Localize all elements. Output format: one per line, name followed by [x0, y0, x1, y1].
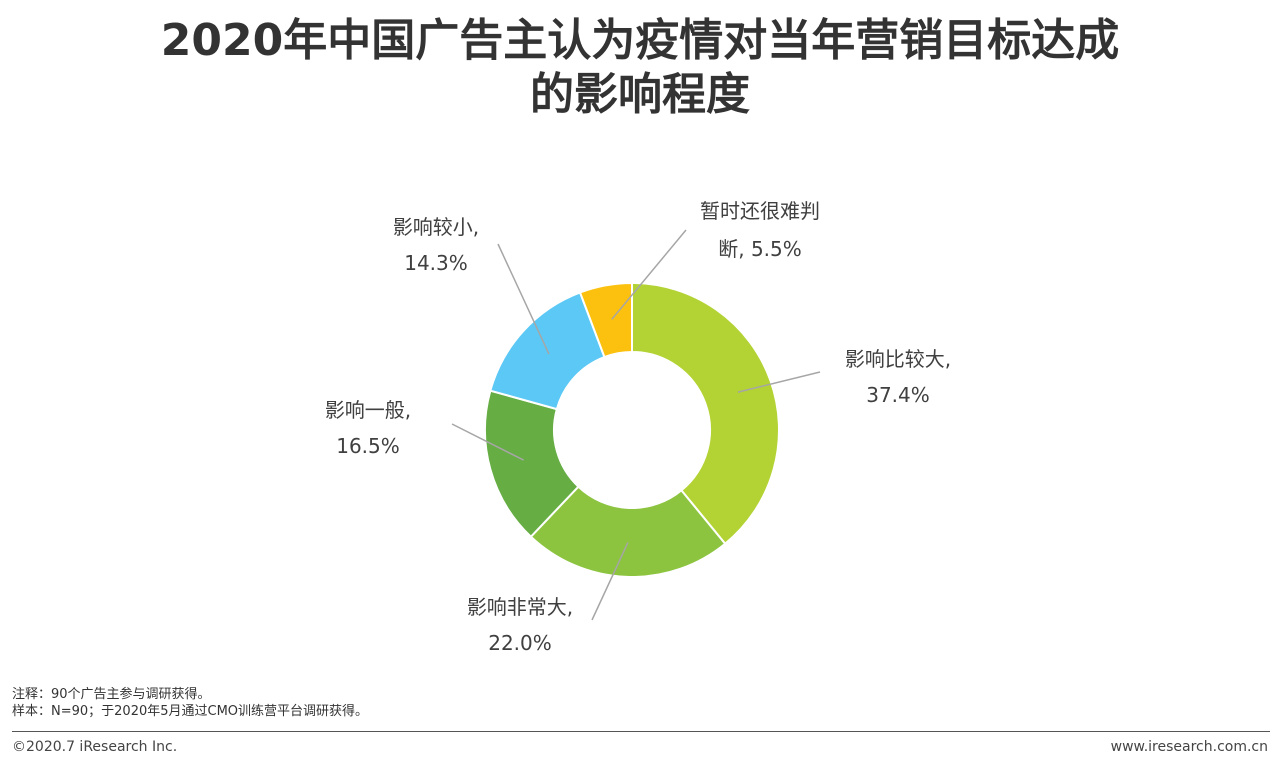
page-title: 2020年中国广告主认为疫情对当年营销目标达成 的影响程度 [0, 14, 1280, 122]
slice-label-2-line-2: 22.0% [488, 631, 552, 655]
footer-divider [12, 731, 1270, 732]
page-title-line-1: 2020年中国广告主认为疫情对当年营销目标达成 [160, 15, 1120, 66]
leader-line-3 [451, 423, 524, 461]
page-title-line-2: 的影响程度 [530, 69, 750, 120]
leader-lines [451, 229, 821, 621]
slice-labels: 影响比较大, 37.4% 影响非常大, 22.0% 影响一般, 16.5% 影响较小, 14.… [325, 199, 951, 655]
slice-label-4-line-1: 影响较小, [393, 215, 479, 239]
slice-5 [578, 281, 633, 359]
slice-2 [529, 485, 727, 578]
note-text: 注释：90个广告主参与调研获得。 [12, 687, 211, 702]
donut-chart: 影响比较大, 37.4% 影响非常大, 22.0% 影响一般, 16.5% 影响较小, 14.… [325, 199, 951, 655]
slice-label-5-line-2: 断, 5.5% [718, 237, 802, 261]
footer-copyright: ©2020.7 iResearch Inc. [12, 739, 178, 755]
slice-1 [631, 281, 781, 546]
footer-website[interactable]: www.iresearch.com.cn [1110, 739, 1268, 755]
sample-text: 样本：N=90；于2020年5月通过CMO训练营平台调研获得。 [12, 704, 369, 719]
slice-label-1-line-1: 影响比较大, [845, 347, 951, 371]
slice-label-5-line-1: 暂时还很难判 [700, 199, 820, 223]
leader-line-2 [591, 542, 629, 621]
donut-slices [484, 281, 781, 578]
notes: 注释：90个广告主参与调研获得。 样本：N=90；于2020年5月通过CMO训练… [12, 686, 368, 720]
slice-label-3-line-1: 影响一般, [325, 398, 411, 422]
leader-line-5 [611, 229, 687, 320]
leader-line-4 [497, 243, 550, 355]
slice-label-3-line-2: 16.5% [336, 434, 400, 458]
slice-label-1-line-2: 37.4% [866, 383, 930, 407]
slice-label-2-line-1: 影响非常大, [467, 595, 573, 619]
leader-line-1 [737, 371, 821, 393]
slice-label-4-line-2: 14.3% [404, 251, 468, 275]
